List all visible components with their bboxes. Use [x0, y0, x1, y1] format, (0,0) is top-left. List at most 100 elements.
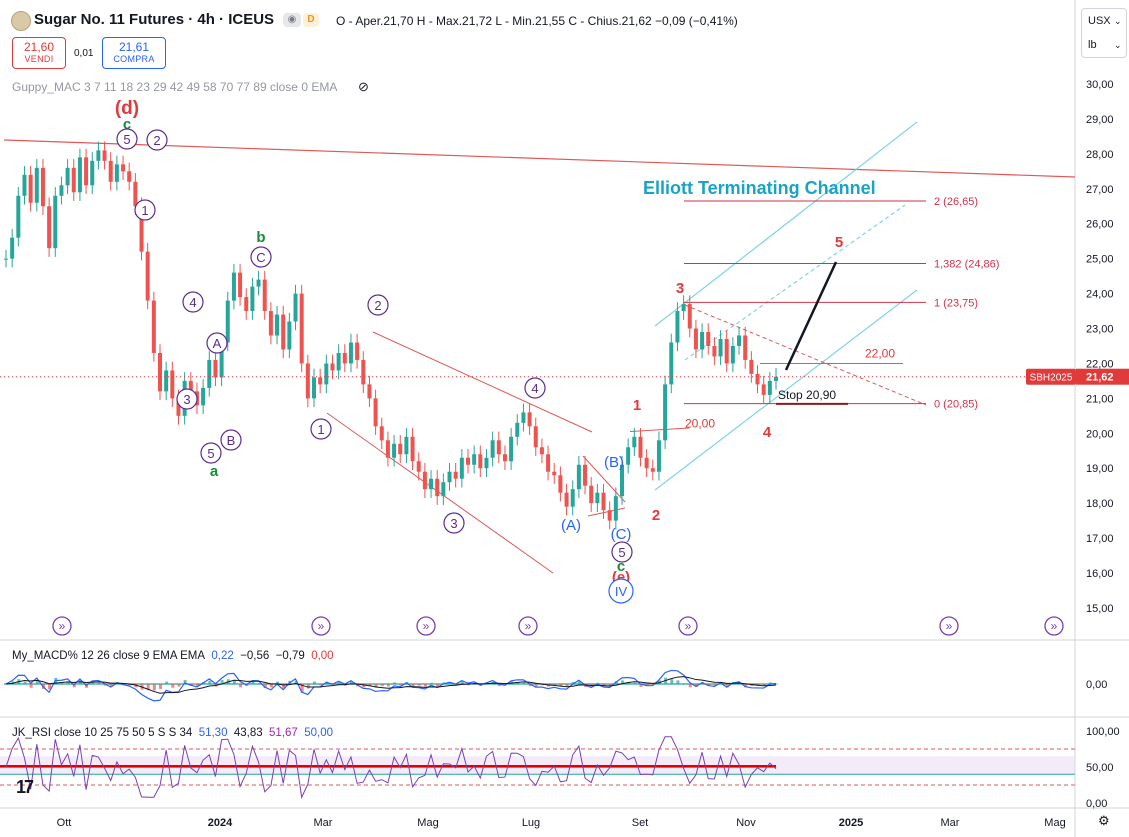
candle-body [601, 492, 606, 511]
candle-body [373, 398, 378, 427]
candle-body [404, 436, 409, 455]
wave-circle [116, 128, 138, 150]
guppy-indicator-legend[interactable]: Guppy_MAC 3 7 11 18 23 29 42 49 58 70 77… [12, 80, 338, 94]
candle-body [53, 195, 58, 249]
tradingview-logo[interactable]: 17 [16, 777, 34, 797]
small-triangle-line [582, 455, 626, 503]
rsi-line [5, 736, 777, 799]
candle-body [238, 272, 243, 298]
candle-body [367, 384, 372, 399]
candle-body [453, 471, 458, 479]
candle-body [90, 160, 95, 186]
rsi-legend[interactable]: JK_RSI close 10 25 75 50 5 S S 34 51,30 … [12, 727, 333, 739]
price-tick-label: 23,00 [1086, 324, 1114, 336]
macd-histogram-bar [565, 684, 569, 687]
wave-label: (d) [115, 98, 139, 119]
macd-histogram-bar [738, 682, 742, 685]
macd-histogram-bar [306, 684, 310, 689]
macd-histogram-bar [454, 684, 458, 686]
macd-histogram-bar [159, 684, 162, 689]
candle-body [472, 454, 477, 465]
macd-histogram-bar [72, 684, 76, 688]
candle-body [305, 363, 310, 399]
candle-body [583, 464, 588, 486]
price-tick-label: 30,00 [1086, 79, 1114, 91]
event-marker-icon [939, 616, 959, 636]
wave-label: 3 [676, 280, 684, 297]
event-marker-glyph: » [59, 619, 66, 633]
macd-histogram-bar [768, 682, 772, 685]
long-trendline [3, 139, 1076, 178]
candle-body [385, 440, 390, 458]
wave-label: b [256, 229, 265, 246]
macd-histogram-bar [417, 684, 421, 686]
candle-body [231, 272, 236, 301]
rsi-title: JK_RSI close 10 25 75 50 5 S S 34 [12, 727, 193, 739]
buy-button[interactable]: 21,61 COMPRA [102, 37, 166, 69]
visibility-icon[interactable]: ◉ [283, 13, 301, 27]
candle-body [564, 492, 569, 507]
candle-body [515, 422, 520, 437]
candle-body [108, 160, 113, 182]
price-tick-label: 19,00 [1086, 463, 1114, 475]
chevron-down-icon: ⌄ [1114, 40, 1122, 50]
macd-histogram-bar [35, 680, 39, 685]
channel-title: Elliott Terminating Channel [643, 178, 876, 198]
macd-histogram-bar [423, 684, 427, 687]
delayed-data-badge[interactable]: D [303, 13, 319, 27]
wave-circle [367, 294, 389, 316]
candle-body [96, 150, 101, 161]
macd-histogram-bar [239, 684, 243, 688]
candle-body [170, 370, 175, 399]
candle-body [669, 342, 674, 385]
candle-body [256, 279, 261, 287]
candle-body [484, 457, 489, 469]
candle-body [558, 475, 563, 493]
macd-histogram-bar [664, 677, 668, 685]
buy-label: COMPRA [113, 54, 155, 64]
macd-histogram-bar [713, 684, 717, 686]
candle-body [552, 471, 557, 476]
macd-histogram-bar [645, 684, 649, 686]
candle-body [133, 181, 138, 207]
candle-body [268, 311, 273, 336]
macd-histogram-bar [577, 681, 581, 685]
macd-hist-value: −0,79 [275, 650, 305, 662]
candle-body [650, 468, 655, 472]
candle-body [361, 359, 366, 385]
symbol-title[interactable]: Sugar No. 11 Futures · 4h · ICEUS [34, 11, 275, 28]
channel-lower-line [654, 289, 918, 491]
candle-body [638, 436, 643, 458]
sell-button[interactable]: 21,60 VENDI [12, 37, 66, 69]
settings-gear-icon[interactable]: ⚙ [1098, 813, 1110, 828]
rsi-tick-label: 0,00 [1086, 798, 1107, 810]
rsi-value-3: 51,67 [269, 727, 298, 739]
ohlc-readout: O - Aper.21,70 H - Max.21,72 L - Min.21,… [336, 14, 738, 28]
wave-circle [200, 442, 222, 464]
macd-histogram-bar [97, 682, 101, 685]
price-tick-label: 21,00 [1086, 393, 1114, 405]
candle-body [250, 286, 255, 312]
last-price-label: 21,62 [1086, 372, 1114, 384]
price-tick-label: 24,00 [1086, 289, 1114, 301]
fib-level-label: 2 (26,65) [934, 196, 978, 208]
macd-histogram-bar [313, 681, 316, 685]
macd-legend[interactable]: My_MACD% 12 26 close 9 EMA EMA 0,22 −0,5… [12, 650, 334, 662]
time-tick-label: Nov [736, 817, 756, 829]
eye-off-icon[interactable]: ⊘ [358, 79, 369, 94]
candle-body [379, 426, 384, 441]
candle-body [330, 363, 335, 371]
macd-histogram-bar [682, 683, 686, 685]
currency-unit-selector[interactable]: USX ⌄ lb ⌄ [1081, 8, 1127, 58]
time-tick-label: Mar [941, 817, 960, 829]
macd-histogram-bar [257, 683, 261, 685]
wave-label: (A) [561, 517, 581, 534]
time-tick-label: Set [632, 817, 649, 829]
macd-histogram-bar [85, 684, 89, 688]
rsi-tick-label: 50,00 [1086, 762, 1114, 774]
wave-label: 4 [189, 295, 196, 310]
wave-label: A [213, 336, 222, 351]
candle-body [589, 485, 594, 504]
candle-body [127, 171, 132, 182]
